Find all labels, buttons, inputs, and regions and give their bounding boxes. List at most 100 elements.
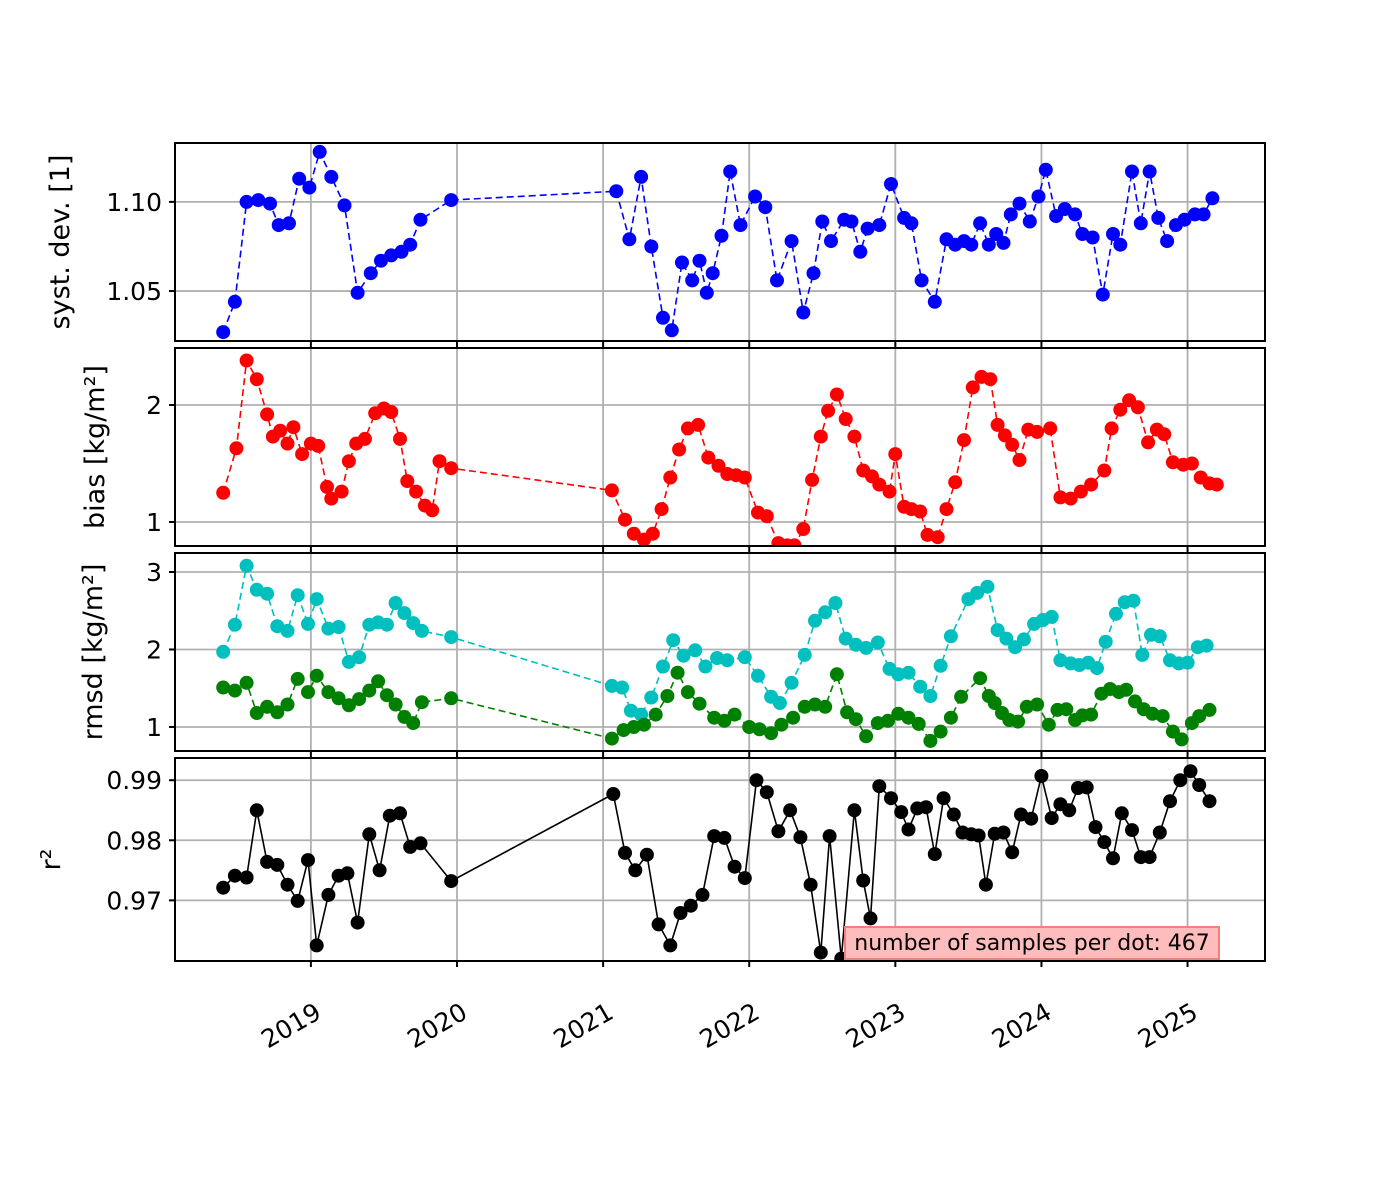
data-point xyxy=(692,253,707,268)
data-point xyxy=(983,372,998,387)
data-point xyxy=(1199,638,1214,653)
series-rmsd-cyan xyxy=(216,558,1214,722)
y-axis-label: r² xyxy=(36,849,67,871)
data-point xyxy=(999,631,1014,646)
data-point xyxy=(609,184,624,199)
data-point xyxy=(670,665,685,680)
data-point xyxy=(720,653,735,668)
data-point xyxy=(331,620,346,634)
data-point xyxy=(749,773,764,788)
data-point xyxy=(727,707,742,722)
data-point xyxy=(933,724,948,739)
x-tick-label: 2019 xyxy=(256,997,326,1054)
x-tick-label: 2021 xyxy=(549,997,619,1054)
y-axis-label: bias [kg/m²] xyxy=(80,365,111,529)
data-point xyxy=(1119,682,1134,697)
data-point xyxy=(1030,697,1045,712)
data-point xyxy=(1205,191,1220,206)
data-point xyxy=(913,504,928,519)
data-point xyxy=(796,522,811,536)
data-point xyxy=(786,710,801,725)
data-point xyxy=(676,648,691,663)
data-point xyxy=(1192,778,1207,792)
data-point xyxy=(1043,421,1058,436)
data-point xyxy=(1024,811,1039,826)
data-point xyxy=(444,874,459,889)
data-point xyxy=(403,237,418,252)
data-point xyxy=(341,698,356,713)
data-point xyxy=(663,938,678,953)
data-point xyxy=(309,592,324,607)
y-tick-label: 1 xyxy=(146,508,162,537)
y-axis-label: rmsd [kg/m²] xyxy=(78,564,109,741)
data-point xyxy=(302,180,317,195)
x-tick-label: 2025 xyxy=(1133,997,1203,1054)
data-point xyxy=(894,805,909,820)
data-point xyxy=(821,403,836,418)
data-point xyxy=(990,417,1005,432)
data-point xyxy=(1133,216,1148,231)
data-point xyxy=(1088,820,1103,835)
data-point xyxy=(829,667,844,682)
data-point xyxy=(964,237,979,252)
data-point xyxy=(1142,164,1157,179)
data-point xyxy=(393,431,407,446)
data-point xyxy=(615,680,630,695)
data-point xyxy=(1090,661,1104,676)
data-point xyxy=(249,372,264,387)
data-point xyxy=(432,454,447,469)
data-point xyxy=(927,294,942,309)
data-point xyxy=(923,733,938,748)
data-point xyxy=(1141,435,1156,450)
data-point xyxy=(829,387,844,402)
data-point xyxy=(970,585,985,600)
axes-frame xyxy=(174,347,1266,547)
data-point xyxy=(847,803,862,818)
data-point xyxy=(216,680,231,695)
data-point xyxy=(363,266,378,281)
data-point xyxy=(1063,491,1078,506)
data-point xyxy=(685,273,700,288)
data-point xyxy=(1031,189,1046,204)
data-point xyxy=(295,447,310,462)
data-point xyxy=(352,650,367,665)
data-point xyxy=(1192,709,1207,724)
data-point xyxy=(393,806,407,821)
data-point xyxy=(239,558,254,573)
data-point xyxy=(847,429,862,444)
data-point xyxy=(1174,732,1189,747)
data-point xyxy=(822,829,837,844)
data-point xyxy=(933,658,948,673)
data-point xyxy=(444,193,459,208)
data-point xyxy=(911,716,926,731)
data-point xyxy=(672,442,687,457)
data-point xyxy=(1184,456,1199,471)
data-point xyxy=(701,450,716,465)
data-point xyxy=(828,596,843,610)
data-point xyxy=(957,433,971,448)
data-point xyxy=(664,323,679,338)
data-point xyxy=(859,729,874,744)
data-point xyxy=(1202,702,1217,717)
data-point xyxy=(334,484,349,499)
data-point xyxy=(216,325,231,340)
data-point xyxy=(838,631,853,646)
data-point xyxy=(872,779,887,794)
data-point xyxy=(913,679,928,694)
data-point xyxy=(249,706,264,720)
data-point xyxy=(400,474,415,489)
data-point xyxy=(413,212,428,227)
data-point xyxy=(930,530,945,545)
data-point xyxy=(341,454,356,469)
data-point xyxy=(280,697,295,712)
data-point xyxy=(1126,593,1141,608)
data-point xyxy=(759,509,774,524)
data-point xyxy=(263,196,277,211)
data-point xyxy=(239,353,254,368)
data-point xyxy=(1011,714,1026,729)
data-point xyxy=(270,705,285,720)
data-point xyxy=(815,214,830,229)
data-point xyxy=(727,859,742,874)
data-point xyxy=(414,623,429,638)
